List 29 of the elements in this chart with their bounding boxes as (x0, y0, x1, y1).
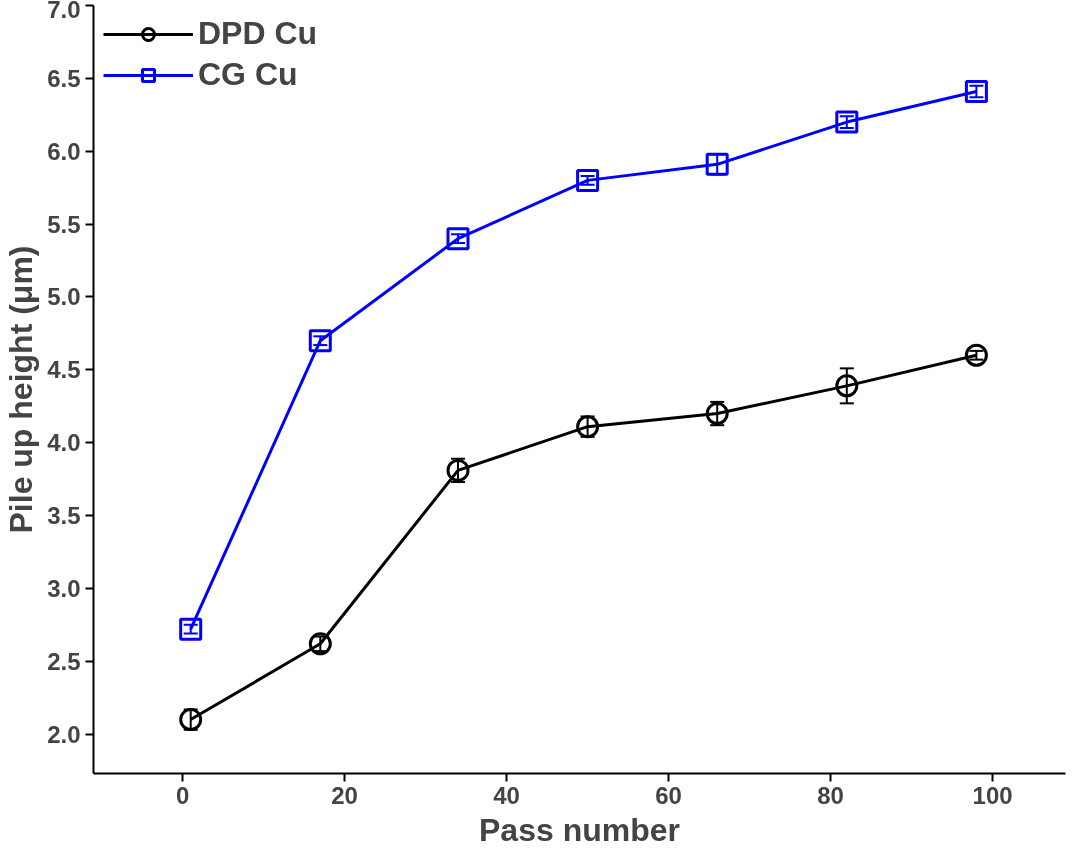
y-tick-label: 4.5 (47, 356, 81, 384)
legend-label: DPD Cu (198, 15, 318, 52)
point (179, 617, 203, 641)
x-tick-label: 60 (655, 781, 682, 809)
x-axis-title: Pass number (479, 811, 680, 848)
y-tick-label: 3.0 (47, 574, 81, 602)
point (308, 329, 332, 353)
y-tick-label: 6.0 (47, 137, 81, 165)
y-tick-label: 6.5 (47, 64, 81, 92)
point (964, 79, 988, 103)
point (576, 168, 600, 192)
point (446, 227, 470, 251)
y-tick-label: 7.0 (47, 0, 81, 23)
legend-label: CG Cu (198, 56, 298, 93)
x-tick-label: 40 (493, 781, 520, 809)
point (964, 343, 988, 367)
x-tick-label: 20 (331, 781, 358, 809)
point (835, 110, 859, 134)
y-tick-label: 4.0 (47, 429, 81, 457)
y-tick-label: 5.0 (47, 283, 81, 311)
y-tick-label: 5.5 (47, 210, 81, 238)
x-tick-label: 100 (972, 781, 1013, 809)
point (835, 374, 859, 398)
y-tick-label: 2.0 (47, 720, 81, 748)
y-tick-label: 3.5 (47, 502, 81, 530)
y-tick-label: 2.5 (47, 647, 81, 675)
x-tick-label: 80 (817, 781, 844, 809)
y-axis-title: Pile up height (μm) (3, 245, 40, 534)
x-tick-label: 0 (175, 781, 190, 809)
